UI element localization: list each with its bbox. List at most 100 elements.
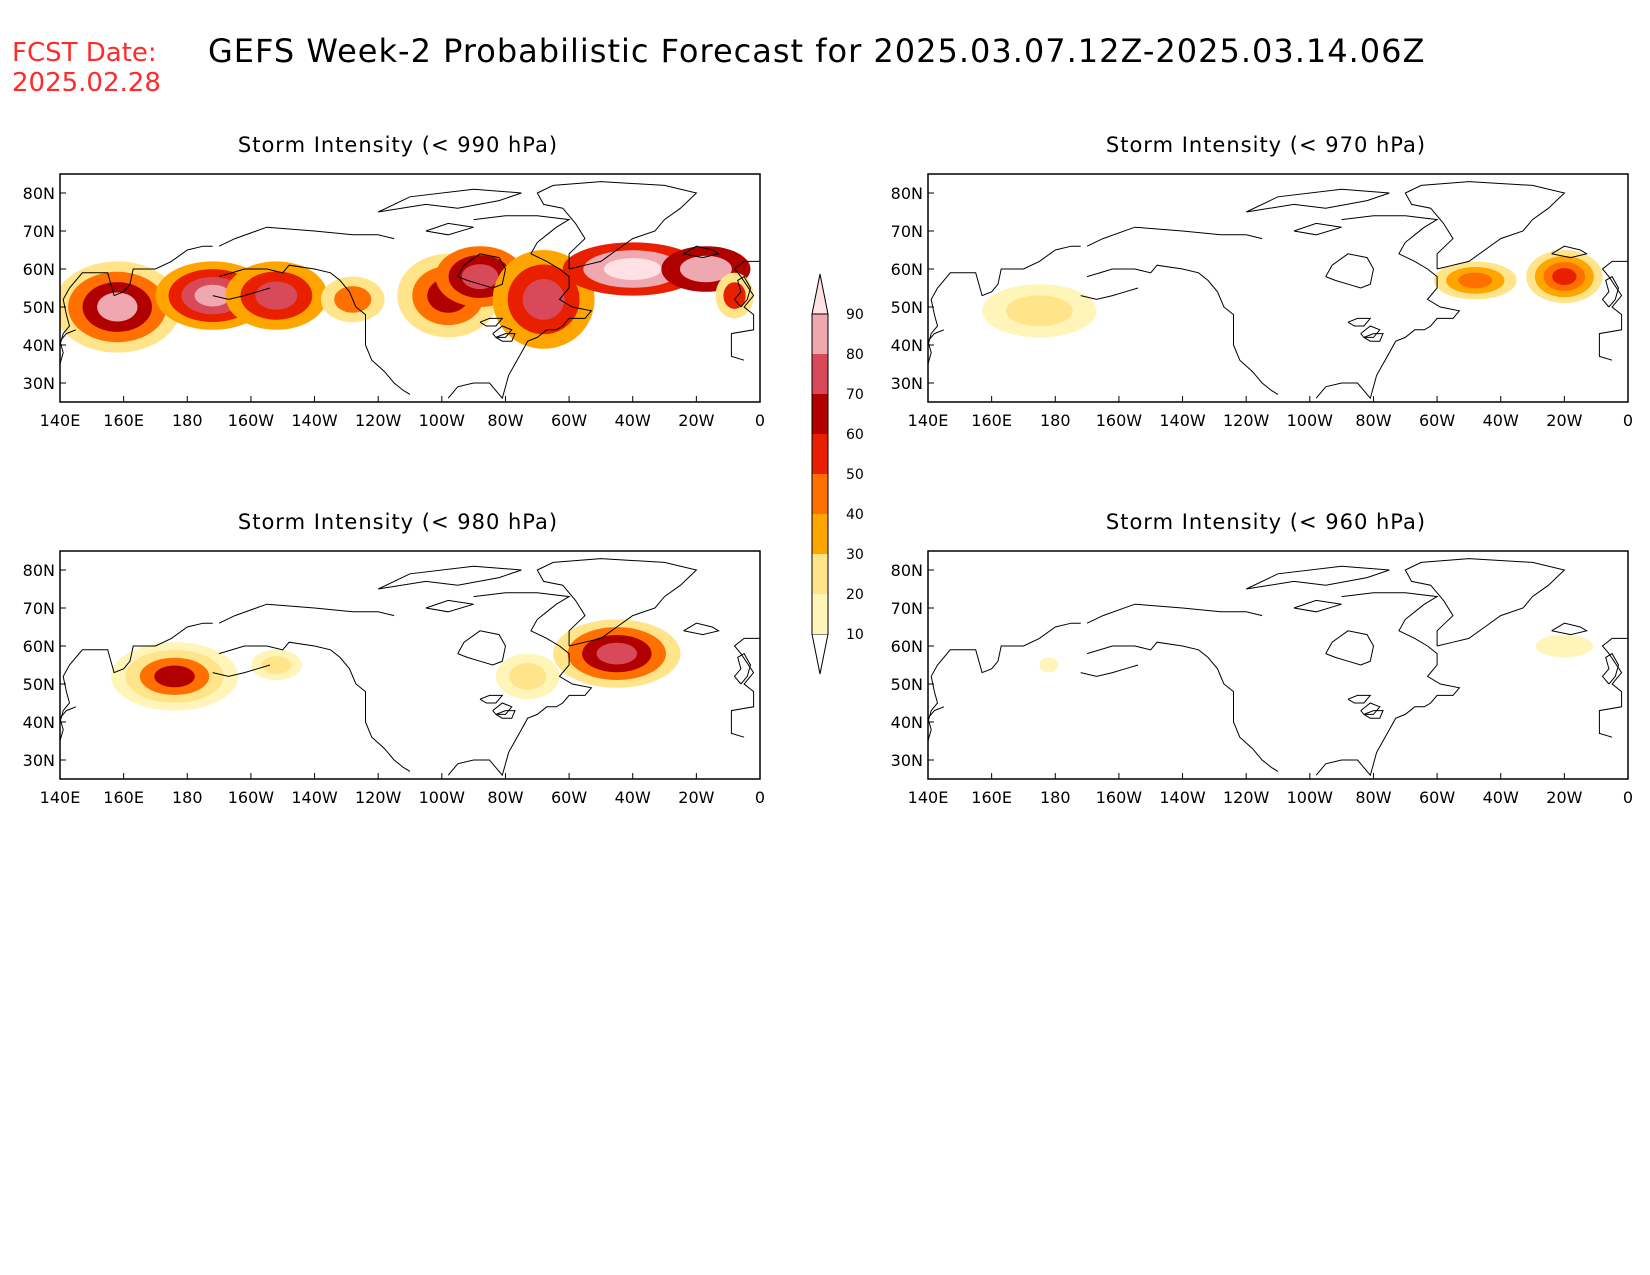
lon-tick-label: 180	[1040, 788, 1071, 807]
colorbar-segment	[812, 594, 828, 634]
lon-tick-label: 160W	[1096, 788, 1143, 807]
lat-tick-label: 70N	[23, 222, 55, 241]
prob-contour-p980-3-20	[509, 663, 547, 690]
coastline	[1363, 333, 1384, 342]
colorbar-segment	[811, 273, 829, 315]
lon-tick-label: 160W	[228, 788, 275, 807]
lon-tick-label: 0	[755, 788, 765, 807]
coastline	[377, 188, 522, 213]
lon-tick-label: 160W	[228, 411, 275, 430]
map-frame	[59, 550, 761, 780]
lon-tick-label: 40W	[615, 411, 651, 430]
colorbar-label: 60	[846, 427, 864, 443]
colorbar-extension-low	[811, 633, 829, 675]
coastline	[447, 268, 593, 400]
coastline	[1325, 630, 1375, 666]
map-panel-p970: Storm Intensity (< 970 hPa) 80N 70N 60N 50N 4…	[891, 133, 1633, 430]
lon-tick-label: 120W	[355, 411, 402, 430]
prob-contour-p980-1-20	[261, 656, 292, 674]
lon-tick-label: 20W	[1546, 788, 1582, 807]
prob-contour-p990-0-80	[97, 292, 138, 322]
coastline	[536, 181, 698, 270]
colorbar: 10 20 30 40 50 60 70 80 90	[811, 273, 864, 675]
coastline	[473, 215, 571, 270]
lon-tick-label: 0	[1623, 411, 1633, 430]
lat-tick-label: 60N	[891, 260, 923, 279]
coastline	[447, 645, 593, 777]
colorbar-label: 20	[846, 587, 864, 603]
lon-tick-label: 140E	[40, 788, 81, 807]
lon-tick-label: 60W	[1419, 788, 1455, 807]
coastline	[425, 599, 474, 613]
coastline	[1315, 645, 1461, 777]
probability-field	[982, 250, 1603, 338]
coastline	[457, 253, 507, 289]
colorbar-label: 90	[846, 307, 864, 323]
coastline	[1086, 603, 1263, 624]
coastline	[1293, 599, 1342, 613]
coastline	[1360, 702, 1381, 715]
coastline	[1086, 226, 1263, 247]
lat-tick-label: 40N	[23, 336, 55, 355]
forecast-date-label: FCST Date:	[12, 38, 157, 68]
prob-contour-p970-2-50	[1552, 268, 1577, 286]
coastline	[1325, 253, 1375, 289]
lon-tick-label: 20W	[678, 788, 714, 807]
coastlines	[928, 181, 1628, 400]
coastline	[730, 260, 760, 361]
coastline	[218, 603, 395, 624]
map-panel-p990: Storm Intensity (< 990 hPa) 80N 70N 60N 50N 4…	[23, 133, 765, 430]
prob-contour-p990-5-70	[461, 264, 499, 290]
coastline	[1598, 260, 1628, 361]
lat-tick-label: 70N	[891, 222, 923, 241]
colorbar-segment	[812, 514, 828, 554]
coastline	[683, 622, 720, 636]
lon-tick-label: 40W	[1483, 411, 1519, 430]
lat-tick-label: 50N	[23, 675, 55, 694]
coastline	[495, 333, 516, 342]
lon-tick-label: 140W	[1159, 411, 1206, 430]
coastline	[60, 245, 213, 346]
panel-title: Storm Intensity (< 980 hPa)	[238, 510, 558, 534]
colorbar-segment	[812, 434, 828, 474]
lon-tick-label: 40W	[615, 788, 651, 807]
lon-tick-label: 140E	[40, 411, 81, 430]
coastline	[928, 329, 945, 365]
lat-tick-label: 60N	[891, 637, 923, 656]
lon-tick-label: 180	[1040, 411, 1071, 430]
lon-tick-label: 140W	[1159, 788, 1206, 807]
coastline	[1086, 641, 1279, 772]
probability-field	[60, 242, 754, 353]
lon-tick-label: 60W	[551, 411, 587, 430]
coastlines	[928, 558, 1628, 777]
lat-tick-label: 40N	[23, 713, 55, 732]
page-title: GEFS Week-2 Probabilistic Forecast for 2…	[208, 32, 1426, 70]
colorbar-label: 80	[846, 347, 864, 363]
colorbar-segment	[812, 474, 828, 514]
lon-tick-label: 120W	[355, 788, 402, 807]
forecast-date-block: FCST Date: 2025.02.28	[12, 38, 161, 98]
coastline	[1404, 558, 1566, 647]
lat-tick-label: 30N	[23, 751, 55, 770]
lon-tick-label: 80W	[487, 788, 523, 807]
lat-tick-label: 80N	[23, 561, 55, 580]
coastline	[928, 622, 1081, 723]
lon-tick-label: 120W	[1223, 411, 1270, 430]
coastline	[473, 592, 571, 647]
coastline	[1598, 637, 1628, 738]
lon-tick-label: 140W	[291, 411, 338, 430]
colorbar-segment	[812, 394, 828, 434]
coastlines	[60, 181, 760, 400]
coastline	[1363, 710, 1384, 719]
map-frame	[927, 173, 1629, 403]
coastline	[1341, 592, 1439, 647]
lon-tick-label: 80W	[487, 411, 523, 430]
lon-tick-label: 20W	[1546, 411, 1582, 430]
coastline	[1080, 287, 1139, 300]
lat-tick-label: 70N	[891, 599, 923, 618]
coastline	[60, 622, 213, 723]
lon-tick-label: 80W	[1355, 788, 1391, 807]
lon-tick-label: 20W	[678, 411, 714, 430]
coastline	[492, 702, 513, 715]
